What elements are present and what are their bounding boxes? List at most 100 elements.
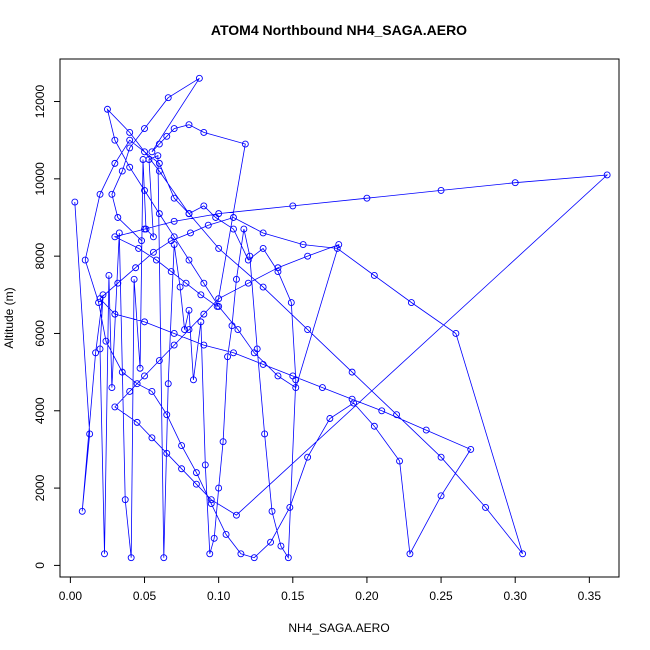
x-tick-label: 0.25 [429, 589, 453, 603]
y-tick-label: 4000 [33, 397, 47, 424]
data-point [230, 225, 237, 233]
data-point [111, 136, 119, 144]
data-point [155, 159, 163, 167]
data-point [396, 457, 404, 465]
data-point [259, 283, 267, 291]
data-point [185, 306, 193, 314]
data-point [224, 353, 232, 361]
data-point [274, 268, 282, 276]
data-point [289, 372, 297, 380]
data-point [126, 128, 134, 136]
data-point [163, 411, 171, 419]
data-point [154, 152, 162, 160]
data-point [207, 496, 215, 504]
x-tick-label: 0.20 [355, 589, 379, 603]
data-point [96, 345, 104, 353]
data-point [219, 438, 227, 446]
data-point [170, 125, 178, 133]
data-point [289, 202, 297, 210]
data-point [197, 291, 205, 299]
data-point [234, 326, 242, 334]
data-point [111, 403, 119, 411]
data-point [141, 225, 148, 233]
data-point [268, 507, 276, 515]
data-point [304, 453, 312, 461]
data-point [333, 244, 341, 252]
data-point [181, 326, 189, 334]
data-point [170, 194, 178, 202]
data-point [185, 210, 193, 218]
data-point [326, 415, 334, 422]
data-point [437, 453, 445, 461]
chart-title: ATOM4 Northbound NH4_SAGA.AERO [211, 22, 467, 38]
y-tick-label: 10000 [33, 162, 47, 196]
data-point [406, 550, 414, 558]
data-point [167, 268, 175, 276]
data-point [176, 283, 184, 291]
data-point [155, 210, 163, 218]
data-point [348, 395, 356, 403]
data-point [163, 132, 171, 140]
data-point [350, 399, 358, 407]
data-point [155, 140, 163, 148]
data-point [138, 237, 146, 245]
data-point [467, 445, 475, 453]
data-point [274, 264, 282, 272]
data-point [210, 534, 218, 542]
data-point [148, 148, 156, 156]
data-point [114, 279, 122, 287]
data-point [96, 295, 104, 303]
x-axis: 0.00 0.05 0.10 0.15 0.20 0.25 0.30 0.35 [59, 576, 601, 603]
data-point [197, 318, 205, 326]
y-axis-label: Altitude (m) [2, 287, 16, 348]
data-point [250, 349, 258, 357]
data-point [141, 125, 148, 133]
data-point [133, 418, 141, 426]
data-point [232, 511, 240, 519]
data-point [244, 256, 252, 264]
series-line [74, 77, 609, 559]
data-point [519, 550, 527, 558]
data-point [200, 202, 208, 210]
data-point [292, 384, 300, 392]
data-point [261, 430, 269, 438]
data-point [170, 330, 178, 337]
data-point [437, 492, 445, 500]
x-axis-label: NH4_SAGA.AERO [288, 621, 389, 635]
x-tick-label: 0.30 [504, 589, 528, 603]
data-point [155, 167, 163, 175]
data-point [155, 357, 163, 364]
data-point [170, 217, 178, 225]
data-point [164, 94, 172, 102]
data-point [222, 531, 230, 538]
y-tick-label: 0 [33, 562, 47, 569]
data-point [178, 465, 186, 473]
series-group [71, 74, 611, 562]
data-point [304, 252, 312, 260]
data-point [185, 121, 193, 129]
data-point [335, 241, 343, 249]
data-point [121, 496, 129, 504]
data-point [163, 449, 171, 457]
data-point [370, 272, 378, 279]
data-point [78, 507, 86, 515]
data-point [152, 256, 160, 264]
data-point [149, 233, 157, 241]
data-point [422, 426, 430, 434]
data-point [148, 387, 156, 395]
data-point [452, 330, 460, 337]
data-point [407, 299, 415, 306]
data-point [141, 186, 148, 194]
data-point [81, 256, 89, 264]
data-point [259, 229, 267, 237]
data-point [133, 380, 141, 388]
data-point [237, 550, 245, 558]
data-point [108, 190, 116, 198]
data-point [149, 248, 157, 256]
data-point [274, 372, 282, 380]
data-point [287, 299, 295, 306]
y-tick-label: 12000 [33, 85, 47, 119]
data-point [259, 360, 267, 368]
